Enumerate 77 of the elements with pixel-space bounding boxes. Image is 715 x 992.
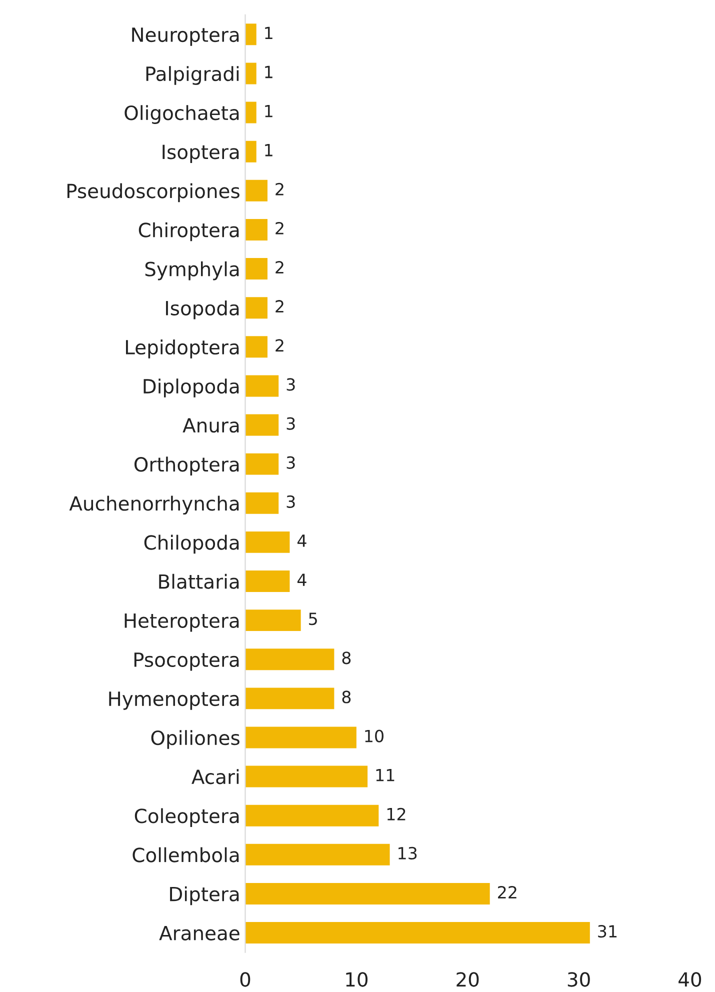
y-tick-label: Neuroptera [132, 28, 239, 46]
data-label: 3 [286, 417, 295, 430]
bar [245, 140, 256, 162]
bar [245, 492, 279, 514]
data-label: 1 [265, 66, 272, 78]
data-label: 1 [265, 26, 272, 40]
y-tick-label: Isopoda [166, 300, 239, 320]
y-tick-label: Diptera [170, 886, 239, 906]
data-label: 2 [276, 300, 284, 312]
y-tick-label: Heteroptera [124, 614, 239, 632]
data-label: 1 [265, 144, 272, 156]
data-label: 8 [342, 652, 351, 664]
bar [245, 297, 268, 319]
x-tick-label: 20 [456, 972, 479, 987]
data-label: 22 [498, 886, 516, 898]
bar [245, 414, 279, 436]
x-tick-label: 40 [678, 972, 702, 987]
data-label: 8 [342, 690, 351, 704]
bar [245, 844, 390, 866]
bar [245, 766, 368, 788]
y-tick-label: Hymenoptera [109, 692, 239, 710]
data-label: 2 [276, 261, 284, 274]
x-tick-label: 10 [346, 972, 368, 987]
bar [245, 804, 379, 826]
data-label: 2 [276, 182, 284, 196]
y-tick-label: Pseudoscorpiones [67, 183, 240, 202]
bar [245, 180, 268, 202]
bar [245, 24, 256, 46]
bar [245, 648, 334, 670]
bar [245, 531, 290, 553]
y-tick-label: Symphyla [145, 261, 239, 280]
bar [245, 688, 334, 710]
y-tick-label: Chiroptera [138, 222, 239, 242]
data-label: 13 [398, 846, 417, 860]
data-label: 31 [598, 925, 617, 938]
data-label: 5 [309, 612, 317, 626]
bar [245, 102, 256, 124]
bar [245, 882, 490, 904]
bar [245, 726, 356, 748]
bar [245, 336, 268, 358]
y-tick-label: Diplopoda [144, 378, 239, 398]
data-label: 2 [276, 339, 284, 352]
bar [245, 218, 268, 240]
data-label: 3 [286, 378, 295, 391]
x-tick-label: 0 [240, 972, 250, 987]
y-tick-label: Chilopoda [144, 534, 239, 554]
bar [245, 375, 279, 397]
data-label: 12 [387, 808, 406, 820]
y-tick-label: Lepidoptera [126, 340, 239, 358]
y-tick-label: Auchenorrhyncha [69, 496, 239, 515]
bar [245, 570, 290, 592]
y-tick-label: Collembola [132, 847, 239, 862]
y-tick-label: Psocoptera [134, 652, 239, 671]
data-label: 3 [286, 495, 295, 508]
y-tick-label: Araneae [159, 926, 240, 940]
y-tick-label: Palpigradi [146, 66, 239, 85]
x-tick-label: 30 [568, 972, 590, 987]
y-tick-label: Orthoptera [134, 456, 239, 476]
data-label: 11 [376, 769, 394, 782]
bar [245, 62, 256, 84]
data-label: 1 [265, 104, 272, 118]
y-tick-label: Anura [182, 418, 239, 433]
bar [245, 610, 301, 632]
data-label: 4 [297, 534, 306, 547]
data-label: 10 [365, 730, 384, 742]
data-label: 4 [297, 574, 306, 586]
data-label: 2 [276, 222, 284, 234]
bar [245, 922, 590, 944]
y-tick-label: Opiliones [151, 730, 240, 749]
y-tick-label: Oligochaeta [124, 105, 239, 124]
bar [245, 258, 268, 280]
data-label: 3 [286, 456, 295, 469]
y-tick-label: Isoptera [162, 144, 239, 164]
y-tick-label: Coleoptera [134, 808, 239, 828]
y-tick-label: Blattaria [159, 574, 239, 589]
bar [245, 453, 279, 475]
y-tick-label: Acari [192, 769, 239, 784]
